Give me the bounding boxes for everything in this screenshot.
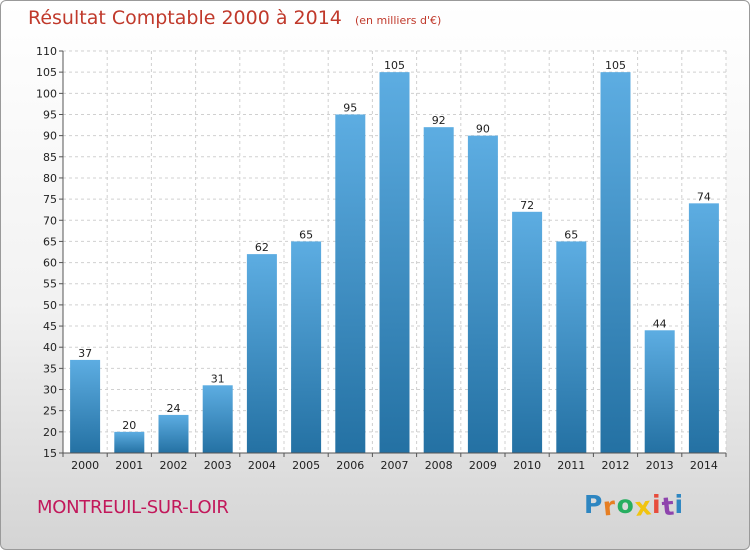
logo-letter: i <box>652 490 662 519</box>
y-tick-label: 110 <box>36 45 57 58</box>
y-tick-label: 80 <box>43 172 57 185</box>
bar-2009 <box>467 135 498 453</box>
y-tick-label: 15 <box>43 447 57 460</box>
y-tick-label: 50 <box>43 299 57 312</box>
y-tick-label: 40 <box>43 341 57 354</box>
value-label-2005: 65 <box>299 228 313 241</box>
bar-2007 <box>379 72 410 453</box>
proxiti-logo: Proxiti <box>584 490 685 522</box>
x-tick-label-2004: 2004 <box>248 459 276 472</box>
value-label-2012: 105 <box>605 59 626 72</box>
x-tick-label-2014: 2014 <box>690 459 718 472</box>
value-label-2010: 72 <box>520 199 534 212</box>
bar-2001 <box>114 431 145 453</box>
value-label-2001: 20 <box>122 419 136 432</box>
bar-2013 <box>644 330 675 453</box>
value-label-2004: 62 <box>255 241 269 254</box>
logo-letter: t <box>660 491 677 522</box>
x-tick-label-2005: 2005 <box>292 459 320 472</box>
x-tick-label-2009: 2009 <box>469 459 497 472</box>
y-tick-label: 35 <box>43 362 57 375</box>
axes: 15 20 25 30 35 40 45 50 55 60 65 70 75 80 85 90 95 100 105… <box>36 45 727 472</box>
x-tick-label-2011: 2011 <box>557 459 585 472</box>
bar-2014 <box>688 203 719 453</box>
logo-letter: i <box>674 490 685 519</box>
chart-subtitle: (en milliers d'€) <box>354 14 442 27</box>
value-label-2007: 105 <box>384 59 405 72</box>
y-tick-label: 85 <box>43 151 57 164</box>
y-tick-label: 70 <box>43 214 57 227</box>
y-tick-label: 75 <box>43 193 57 206</box>
logo-letter: P <box>584 490 604 519</box>
x-tick-label-2010: 2010 <box>513 459 541 472</box>
value-label-2011: 65 <box>564 228 578 241</box>
title-row: Résultat Comptable 2000 à 2014 (en milli… <box>28 7 441 29</box>
x-tick-label-2008: 2008 <box>425 459 453 472</box>
value-label-2013: 44 <box>653 317 667 330</box>
logo-letter: o <box>616 490 635 519</box>
commune-name: MONTREUIL-SUR-LOIR <box>37 497 229 518</box>
y-tick-label: 105 <box>36 66 57 79</box>
value-label-2006: 95 <box>343 101 357 114</box>
value-label-2008: 92 <box>432 114 446 127</box>
logo-letter: x <box>633 491 654 522</box>
x-tick-label-2000: 2000 <box>71 459 99 472</box>
bars: 37 20 24 31 62 65 95 105 92 90 72 65 105 44 74 <box>70 59 719 453</box>
value-label-2000: 37 <box>78 347 92 360</box>
y-tick-label: 20 <box>43 426 57 439</box>
bar-2002 <box>158 414 189 453</box>
bar-2000 <box>70 359 101 453</box>
bar-2003 <box>202 385 233 453</box>
x-tick-label-2003: 2003 <box>204 459 232 472</box>
bar-2008 <box>423 127 454 453</box>
bar-2005 <box>291 241 322 453</box>
value-label-2014: 74 <box>697 190 711 203</box>
x-tick-label-2001: 2001 <box>115 459 143 472</box>
y-tick-label: 60 <box>43 257 57 270</box>
value-label-2009: 90 <box>476 123 490 136</box>
x-tick-label-2012: 2012 <box>602 459 630 472</box>
y-tick-label: 95 <box>43 108 57 121</box>
bar-2010 <box>512 211 543 453</box>
x-tick-label-2006: 2006 <box>336 459 364 472</box>
bar-2006 <box>335 114 366 453</box>
y-tick-label: 45 <box>43 320 57 333</box>
y-tick-label: 90 <box>43 130 57 143</box>
value-label-2003: 31 <box>211 372 225 385</box>
x-tick-label-2002: 2002 <box>160 459 188 472</box>
bar-2012 <box>600 72 631 453</box>
y-tick-label: 55 <box>43 278 57 291</box>
x-tick-label-2013: 2013 <box>646 459 674 472</box>
x-tick-label-2007: 2007 <box>381 459 409 472</box>
bar-chart: 37 20 24 31 62 65 95 105 92 90 72 65 105 44 74 15 20 25 3… <box>36 45 727 472</box>
bar-2011 <box>556 241 587 453</box>
y-tick-label: 100 <box>36 87 57 100</box>
y-tick-label: 25 <box>43 405 57 418</box>
value-label-2002: 24 <box>167 402 181 415</box>
bar-2004 <box>246 254 277 453</box>
chart-title: Résultat Comptable 2000 à 2014 <box>28 7 342 29</box>
y-tick-label: 65 <box>43 235 57 248</box>
y-tick-label: 30 <box>43 384 57 397</box>
